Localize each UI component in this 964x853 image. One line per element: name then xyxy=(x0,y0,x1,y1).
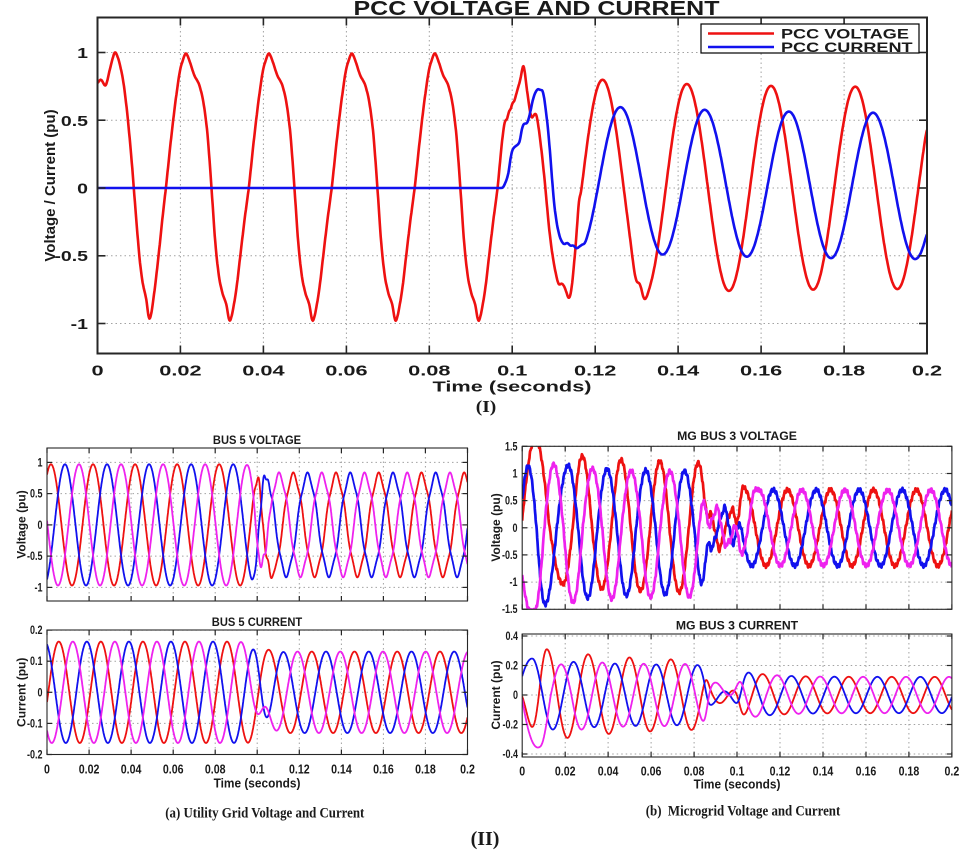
svg-text:0.1: 0.1 xyxy=(497,362,527,379)
svg-text:0: 0 xyxy=(44,763,50,777)
svg-text:0.18: 0.18 xyxy=(823,362,865,379)
svg-text:0.16: 0.16 xyxy=(373,763,394,777)
svg-text:0.04: 0.04 xyxy=(598,765,619,779)
svg-text:Time (seconds): Time (seconds) xyxy=(432,378,591,395)
svg-text:-0.5: -0.5 xyxy=(502,549,518,563)
svg-text:Voltage / Current (pu): Voltage / Current (pu) xyxy=(42,109,59,261)
svg-text:0.14: 0.14 xyxy=(657,362,700,379)
svg-text:PCC VOLTAGE AND CURRENT: PCC VOLTAGE AND CURRENT xyxy=(354,0,720,19)
svg-text:0.1: 0.1 xyxy=(250,763,265,777)
svg-text:-1.5: -1.5 xyxy=(502,603,518,617)
svg-text:-1: -1 xyxy=(35,581,43,595)
svg-text:-0.2: -0.2 xyxy=(27,748,43,762)
svg-text:Current (pu): Current (pu) xyxy=(15,658,29,727)
svg-text:0.5: 0.5 xyxy=(61,112,88,129)
svg-text:0.04: 0.04 xyxy=(121,763,142,777)
svg-text:0.12: 0.12 xyxy=(289,763,310,777)
svg-text:-0.5: -0.5 xyxy=(54,247,88,264)
svg-text:1.5: 1.5 xyxy=(505,440,518,454)
svg-text:0.04: 0.04 xyxy=(242,362,285,379)
svg-text:0.5: 0.5 xyxy=(505,494,518,508)
svg-text:0: 0 xyxy=(37,686,42,700)
svg-text:0.18: 0.18 xyxy=(415,763,436,777)
svg-text:0: 0 xyxy=(513,689,518,703)
svg-text:-1: -1 xyxy=(71,315,89,332)
svg-text:MG BUS 3 CURRENT: MG BUS 3 CURRENT xyxy=(676,619,799,633)
svg-text:PCC CURRENT: PCC CURRENT xyxy=(781,41,913,55)
svg-text:0.2: 0.2 xyxy=(505,659,518,673)
svg-text:0: 0 xyxy=(512,522,517,536)
svg-text:Voltage (pu): Voltage (pu) xyxy=(489,493,503,561)
svg-text:0.2: 0.2 xyxy=(30,624,43,638)
svg-text:BUS 5 CURRENT: BUS 5 CURRENT xyxy=(212,617,302,629)
svg-text:Current (pu): Current (pu) xyxy=(489,660,503,729)
svg-text:-0.2: -0.2 xyxy=(503,718,519,732)
svg-text:1: 1 xyxy=(37,456,42,470)
svg-text:0.06: 0.06 xyxy=(325,362,367,379)
svg-text:0: 0 xyxy=(37,519,42,533)
svg-text:1: 1 xyxy=(77,44,88,61)
svg-text:(II): (II) xyxy=(471,828,500,850)
svg-text:PCC VOLTAGE: PCC VOLTAGE xyxy=(781,28,909,42)
svg-text:(b) Microgrid Voltage and Cur: (b) Microgrid Voltage and Current xyxy=(646,804,841,820)
svg-text:(a) Utility Grid Voltage and C: (a) Utility Grid Voltage and Current xyxy=(165,806,364,822)
svg-text:0.08: 0.08 xyxy=(408,362,450,379)
svg-text:Voltage (pu): Voltage (pu) xyxy=(15,490,29,558)
svg-text:(I): (I) xyxy=(476,397,497,416)
svg-text:0.4: 0.4 xyxy=(505,630,518,644)
svg-text:Time (seconds): Time (seconds) xyxy=(214,776,301,790)
svg-text:-0.4: -0.4 xyxy=(503,748,519,762)
svg-text:0.2: 0.2 xyxy=(912,362,942,379)
svg-text:0.5: 0.5 xyxy=(30,487,43,501)
svg-text:0.08: 0.08 xyxy=(684,765,705,779)
svg-text:0.18: 0.18 xyxy=(899,765,920,779)
svg-text:0.2: 0.2 xyxy=(945,765,960,779)
svg-text:0: 0 xyxy=(519,765,525,779)
svg-text:0.02: 0.02 xyxy=(79,763,100,777)
svg-text:0.1: 0.1 xyxy=(30,655,43,669)
svg-text:0.12: 0.12 xyxy=(574,362,616,379)
svg-text:0.12: 0.12 xyxy=(770,765,791,779)
svg-text:1: 1 xyxy=(512,467,517,481)
svg-text:0: 0 xyxy=(77,180,88,197)
svg-text:0.02: 0.02 xyxy=(159,362,201,379)
svg-text:0.08: 0.08 xyxy=(205,763,226,777)
svg-text:0.06: 0.06 xyxy=(163,763,184,777)
svg-text:0.16: 0.16 xyxy=(740,362,782,379)
svg-text:-0.5: -0.5 xyxy=(27,550,43,564)
svg-text:MG BUS 3 VOLTAGE: MG BUS 3 VOLTAGE xyxy=(677,429,797,443)
svg-text:0.1: 0.1 xyxy=(730,765,745,779)
svg-text:0.14: 0.14 xyxy=(331,763,352,777)
svg-text:0.16: 0.16 xyxy=(856,765,877,779)
svg-text:0.06: 0.06 xyxy=(641,765,662,779)
svg-text:0.2: 0.2 xyxy=(460,763,475,777)
svg-text:-1: -1 xyxy=(510,576,518,590)
svg-text:Time (seconds): Time (seconds) xyxy=(694,777,781,791)
svg-text:0.02: 0.02 xyxy=(555,765,576,779)
svg-text:0.14: 0.14 xyxy=(813,765,834,779)
svg-text:BUS 5 VOLTAGE: BUS 5 VOLTAGE xyxy=(213,435,301,447)
svg-text:-0.1: -0.1 xyxy=(27,717,43,731)
svg-text:0: 0 xyxy=(91,362,103,379)
